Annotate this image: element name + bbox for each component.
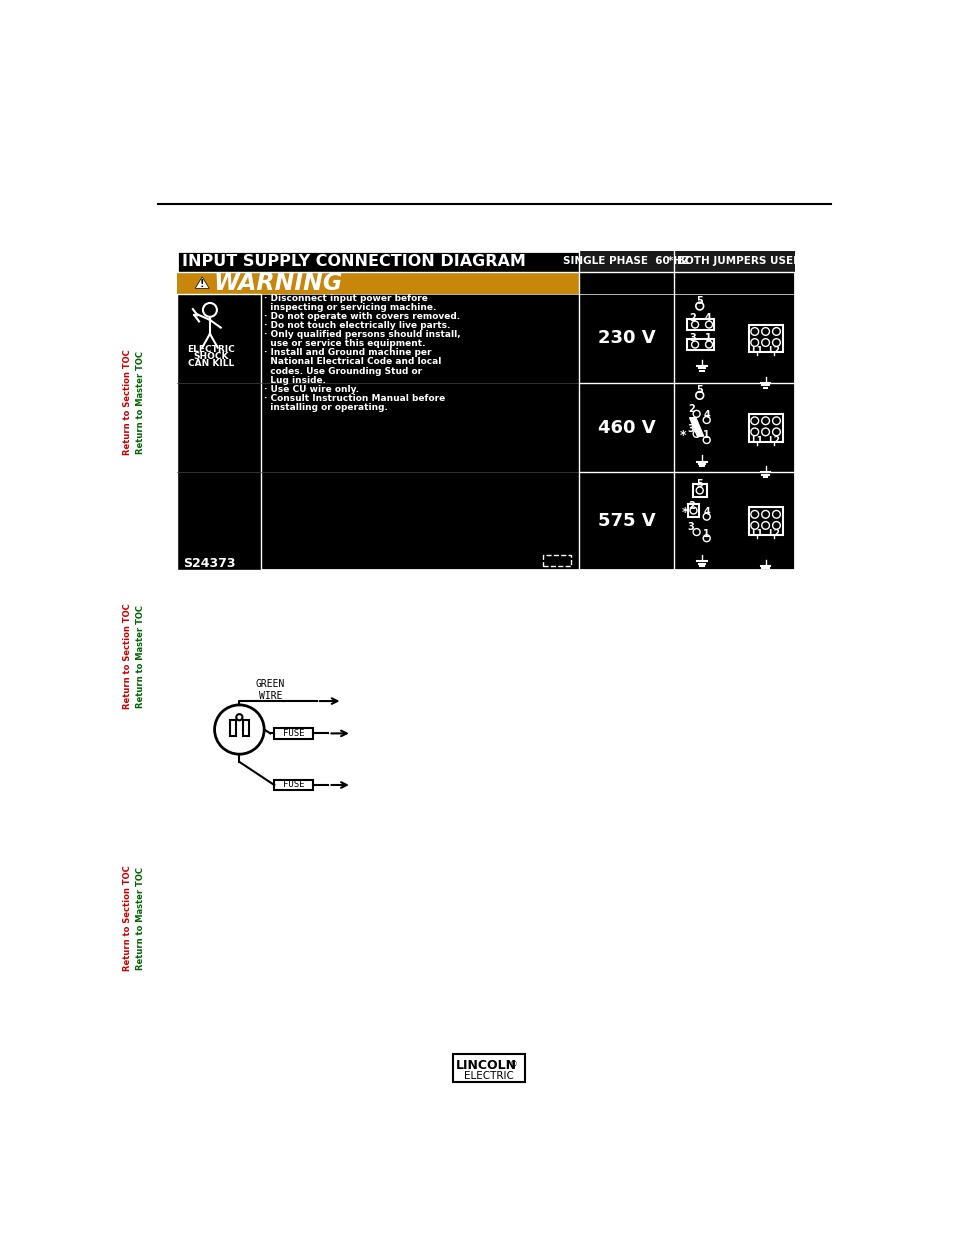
Text: 1: 1 [702,529,709,538]
Text: inspecting or servicing machine.: inspecting or servicing machine. [264,303,436,312]
Bar [578,251,674,272]
Bar [177,251,794,571]
Text: FUSE: FUSE [283,729,304,737]
Text: ELECTRIC: ELECTRIC [463,1071,514,1081]
Text: SHOCK: SHOCK [193,352,229,361]
Text: L2: L2 [767,436,780,445]
Text: CAN KILL: CAN KILL [188,358,234,368]
Bar [177,272,578,294]
Text: 230 V: 230 V [597,330,655,347]
Text: L1: L1 [750,436,762,445]
Text: installing or operating.: installing or operating. [264,403,388,412]
Text: Return to Section TOC: Return to Section TOC [123,604,132,709]
Text: · Only qualified persons should install,: · Only qualified persons should install, [264,330,460,340]
Polygon shape [195,277,209,288]
Text: WARNING: WARNING [213,270,342,295]
Text: use or service this equipment.: use or service this equipment. [264,340,425,348]
Bar [177,294,261,571]
Text: GREEN
WIRE: GREEN WIRE [255,679,285,701]
Text: * BOTH JUMPERS USED: * BOTH JUMPERS USED [667,257,801,267]
Text: ®: ® [510,1060,517,1070]
Text: Return to Section TOC: Return to Section TOC [123,350,132,456]
Text: Return to Master TOC: Return to Master TOC [135,867,145,969]
Text: codes. Use Grounding Stud or: codes. Use Grounding Stud or [264,367,422,375]
Bar [686,340,714,350]
Bar [230,720,235,736]
Bar [243,720,249,736]
Text: L2: L2 [767,346,780,356]
Text: 575 V: 575 V [597,513,655,530]
Bar [692,484,706,496]
Text: *: * [681,505,687,519]
Text: !: ! [200,279,204,289]
Text: 2: 2 [687,501,694,511]
Text: 3: 3 [689,333,696,343]
Text: L1: L1 [750,530,762,538]
Bar [687,504,699,516]
Text: 5: 5 [696,385,702,395]
Text: 4: 4 [702,508,709,517]
Polygon shape [689,417,703,436]
Bar [453,1055,524,1082]
Text: Return to Master TOC: Return to Master TOC [135,351,145,453]
Text: 1: 1 [704,333,711,343]
Bar [674,251,794,272]
Bar [686,319,714,330]
Text: · Disconnect input power before: · Disconnect input power before [264,294,428,303]
Text: S24373: S24373 [183,557,235,569]
Text: · Do not operate with covers removed.: · Do not operate with covers removed. [264,312,459,321]
Text: ELECTRIC: ELECTRIC [188,345,235,353]
Text: National Electrical Code and local: National Electrical Code and local [264,357,441,367]
Text: Lug inside.: Lug inside. [264,375,326,384]
Bar [274,779,313,790]
Text: L2: L2 [767,530,780,538]
Text: FUSE: FUSE [283,781,304,789]
Text: 3: 3 [687,425,694,435]
Text: 4: 4 [702,410,709,420]
Text: Return to Section TOC: Return to Section TOC [123,866,132,971]
Bar [748,414,781,442]
Text: · Install and Ground machine per: · Install and Ground machine per [264,348,431,357]
Text: · Consult Instruction Manual before: · Consult Instruction Manual before [264,394,445,403]
Text: · Do not touch electrically live parts.: · Do not touch electrically live parts. [264,321,450,330]
Bar [542,555,571,566]
Text: 1: 1 [702,431,709,441]
Text: L1: L1 [750,346,762,356]
Text: 2: 2 [689,314,696,324]
Text: *: * [679,429,686,442]
Text: INPUT SUPPLY CONNECTION DIAGRAM: INPUT SUPPLY CONNECTION DIAGRAM [182,254,525,269]
Text: 4: 4 [704,314,711,324]
Text: 460 V: 460 V [597,419,655,437]
Text: 2: 2 [687,404,694,414]
Text: 5: 5 [696,479,702,489]
Bar [748,508,781,535]
Bar [748,325,781,352]
Bar [177,294,261,571]
Text: 3: 3 [687,522,694,532]
Text: SINGLE PHASE  60 HZ: SINGLE PHASE 60 HZ [562,257,689,267]
Bar [274,727,313,739]
Text: · Use CU wire only.: · Use CU wire only. [264,385,358,394]
Text: 5: 5 [696,295,702,305]
Text: Return to Master TOC: Return to Master TOC [135,605,145,708]
Text: LINCOLN: LINCOLN [456,1058,517,1072]
